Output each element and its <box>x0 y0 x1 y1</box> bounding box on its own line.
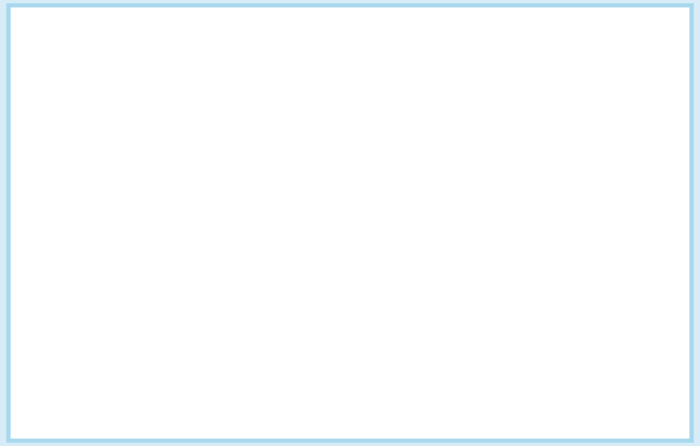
Text: 2.8: 2.8 <box>288 169 312 184</box>
Text: 3: 3 <box>139 154 148 169</box>
Text: 2.6: 2.6 <box>444 185 468 199</box>
FancyArrow shape <box>140 55 631 101</box>
Text: Light-Weighting & Cost-Save without Performance Loss: Light-Weighting & Cost-Save without Perf… <box>166 71 582 85</box>
Bar <box>580 217 645 401</box>
Bar <box>424 202 489 401</box>
Bar <box>111 172 176 401</box>
Text: 2.41: 2.41 <box>596 199 629 214</box>
Bar <box>267 187 332 401</box>
